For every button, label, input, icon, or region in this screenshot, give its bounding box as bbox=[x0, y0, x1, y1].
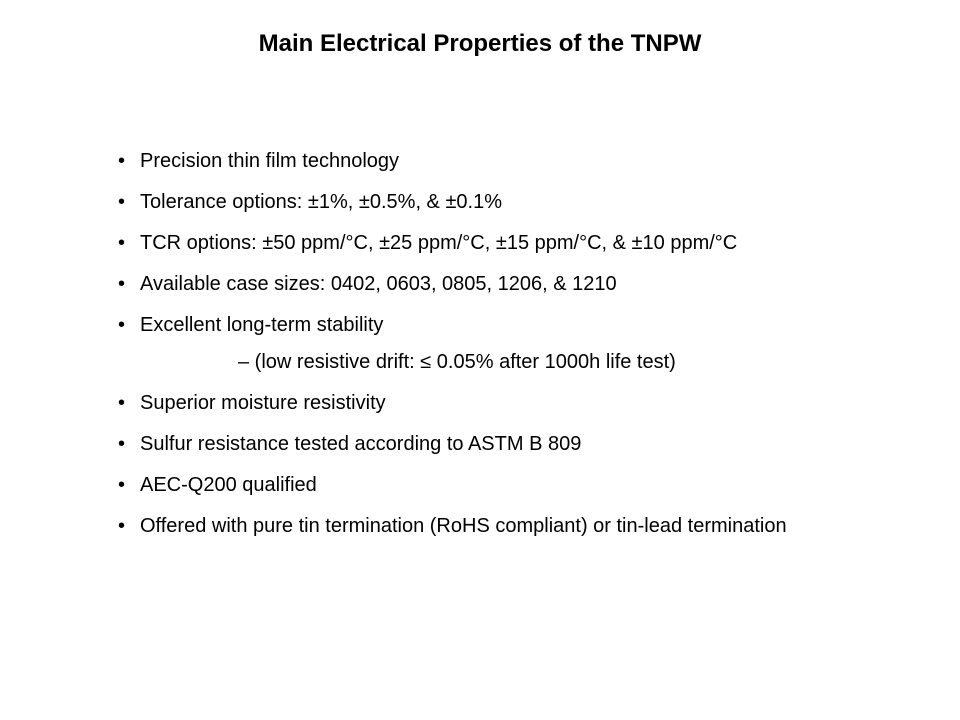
bullet-item: Offered with pure tin termination (RoHS … bbox=[118, 513, 860, 540]
bullet-item: Available case sizes: 0402, 0603, 0805, … bbox=[118, 271, 860, 298]
bullet-item: TCR options: ±50 ppm/°C, ±25 ppm/°C, ±15… bbox=[118, 230, 860, 257]
bullet-list: Precision thin film technology Tolerance … bbox=[118, 148, 860, 540]
bullet-item: Superior moisture resistivity bbox=[118, 390, 860, 417]
bullet-subline: – (low resistive drift: ≤ 0.05% after 10… bbox=[238, 349, 860, 376]
slide-title: Main Electrical Properties of the TNPW bbox=[40, 30, 920, 58]
bullet-item: Tolerance options: ±1%, ±0.5%, & ±0.1% bbox=[118, 189, 860, 216]
bullet-item: Sulfur resistance tested according to AS… bbox=[118, 431, 860, 458]
bullet-item: Excellent long-term stability bbox=[118, 312, 860, 339]
bullet-item: Precision thin film technology bbox=[118, 148, 860, 175]
bullet-item: AEC-Q200 qualified bbox=[118, 472, 860, 499]
slide-content: Precision thin film technology Tolerance … bbox=[118, 148, 860, 540]
slide: Main Electrical Properties of the TNPW P… bbox=[0, 0, 960, 720]
